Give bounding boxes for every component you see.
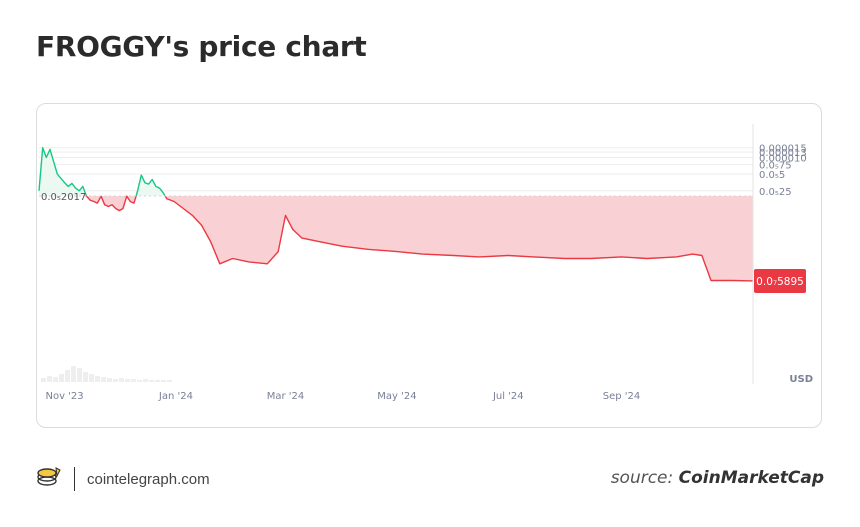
volume-bar bbox=[137, 380, 142, 382]
y-tick-label: 0.000010 bbox=[759, 153, 807, 164]
volume-bar bbox=[95, 376, 100, 382]
area-fill-up bbox=[39, 147, 87, 196]
volume-bar bbox=[167, 380, 172, 382]
y-tick-label: 0.0₅25 bbox=[759, 187, 792, 198]
volume-bar bbox=[155, 380, 160, 382]
cointelegraph-coin-icon bbox=[36, 464, 62, 495]
price-chart[interactable]: 0.0₅25 0.0₅50.0₅750.0000100.0000130.00001… bbox=[37, 104, 823, 429]
volume-bar bbox=[71, 366, 76, 382]
baseline-label: 0.0₅2017 bbox=[41, 192, 86, 203]
footer-brand: cointelegraph.com bbox=[36, 465, 210, 493]
volume-bar bbox=[101, 377, 106, 382]
volume-bar bbox=[131, 379, 136, 382]
source-credit: source: CoinMarketCap bbox=[611, 468, 824, 488]
currency-label: USD bbox=[789, 374, 813, 385]
volume-bar bbox=[143, 379, 148, 382]
volume-bar bbox=[47, 376, 52, 382]
volume-bar bbox=[161, 380, 166, 382]
x-tick-label: Jul '24 bbox=[492, 391, 524, 402]
price-line-up bbox=[135, 174, 166, 197]
grid-lines bbox=[39, 147, 753, 192]
y-tick-label: 0.0₅5 bbox=[759, 170, 785, 181]
current-price-badge bbox=[754, 268, 806, 293]
y-tick-label: 0.000015 bbox=[759, 144, 807, 155]
x-tick-label: Sep '24 bbox=[603, 391, 641, 402]
price-line-up bbox=[38, 147, 88, 197]
volume-bar bbox=[113, 379, 118, 382]
volume-bar bbox=[53, 377, 58, 382]
volume-bars bbox=[41, 366, 172, 382]
source-name: CoinMarketCap bbox=[678, 468, 824, 488]
area-fill-down bbox=[165, 195, 754, 281]
volume-bar bbox=[65, 370, 70, 382]
footer-divider bbox=[74, 467, 75, 491]
footer-site-link[interactable]: cointelegraph.com bbox=[87, 470, 210, 488]
x-tick-label: Mar '24 bbox=[267, 391, 305, 402]
current-price-label: 0.0₇5895 bbox=[756, 276, 804, 288]
y-axis-ticks: 0.0₅25 0.0₅50.0₅750.0000100.0000130.00001… bbox=[759, 144, 807, 198]
price-line-down bbox=[85, 195, 137, 212]
price-line-down bbox=[164, 195, 754, 282]
x-tick-label: May '24 bbox=[377, 391, 416, 402]
x-axis-ticks: Nov '23 Jan '24 Mar '24 May '24 Jul '24 Sep '… bbox=[45, 391, 640, 402]
volume-bar bbox=[107, 378, 112, 382]
page-title: FROGGY's price chart bbox=[36, 30, 367, 63]
volume-bar bbox=[149, 380, 154, 382]
x-tick-label: Nov '23 bbox=[45, 391, 83, 402]
x-tick-label: Jan '24 bbox=[158, 391, 193, 402]
volume-bar bbox=[89, 374, 94, 382]
source-prefix: source: bbox=[610, 468, 674, 488]
y-tick-label: 0.000013 bbox=[759, 148, 807, 159]
y-tick-label: 0.0₅75 bbox=[759, 160, 792, 171]
chart-card: 0.0₅25 0.0₅5 0.0₅75 0.000010 0.000013 0.00001… bbox=[36, 103, 822, 428]
volume-bar bbox=[77, 368, 82, 382]
volume-bar bbox=[59, 374, 64, 382]
volume-bar bbox=[125, 379, 130, 382]
volume-bar bbox=[41, 378, 46, 382]
price-lines bbox=[38, 147, 754, 282]
area-fills bbox=[39, 147, 754, 281]
volume-bar bbox=[119, 378, 124, 382]
volume-bar bbox=[83, 372, 88, 382]
